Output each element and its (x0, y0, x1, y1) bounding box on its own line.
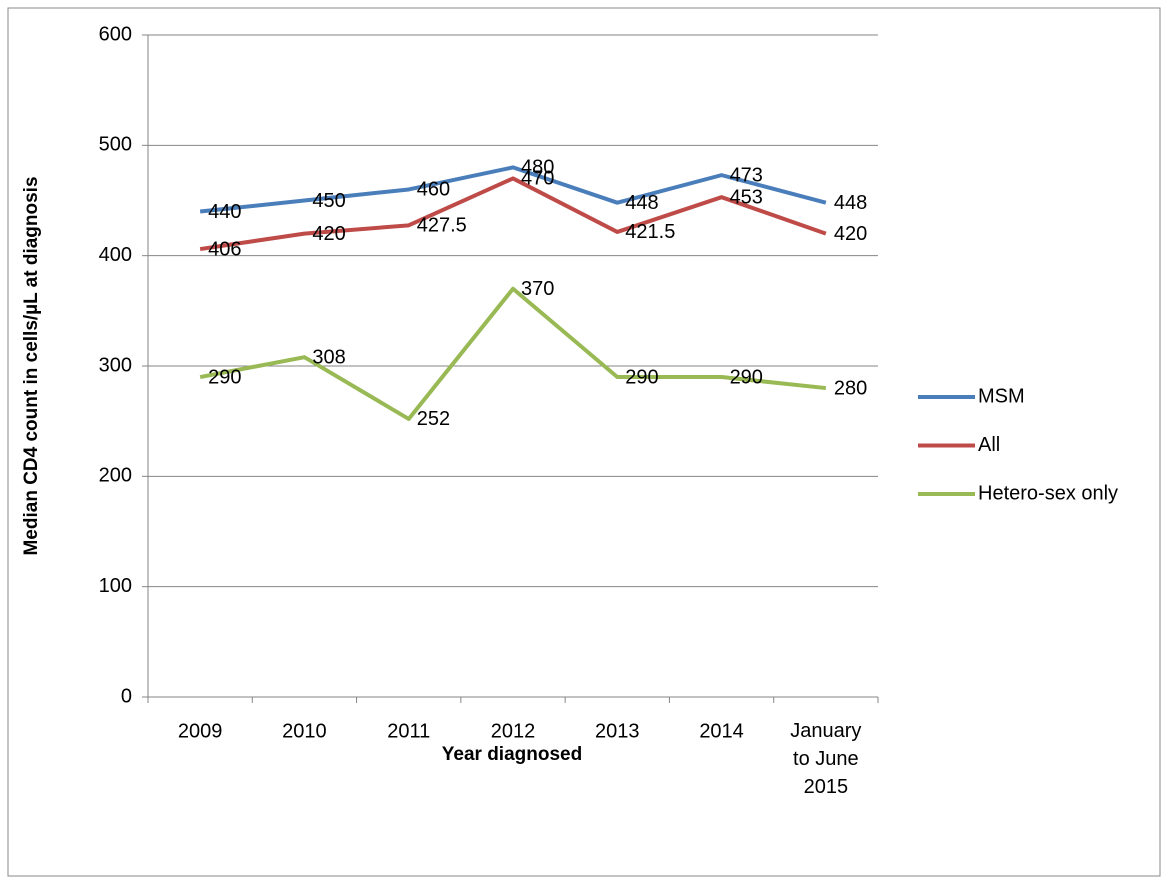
data-label: 290 (208, 366, 241, 388)
data-label: 480 (521, 157, 554, 179)
y-tick-label: 200 (99, 465, 132, 487)
y-tick-label: 600 (99, 23, 132, 45)
y-tick-label: 0 (121, 685, 132, 707)
data-label: 280 (834, 377, 867, 399)
data-label: 448 (625, 192, 658, 214)
data-label: 252 (417, 408, 450, 430)
series-line (199, 286, 827, 421)
data-label: 420 (312, 223, 345, 245)
y-tick-label: 100 (99, 575, 132, 597)
legend-label: All (978, 434, 1000, 456)
chart-border (7, 7, 1161, 877)
x-tick-label: 2014 (699, 720, 744, 742)
x-tick-label: 2010 (282, 720, 327, 742)
data-label: 450 (312, 190, 345, 212)
data-label: 460 (417, 179, 450, 201)
legend-label: MSM (978, 385, 1025, 407)
x-tick-label: 2013 (595, 720, 640, 742)
y-tick-label: 500 (99, 134, 132, 156)
data-label: 290 (730, 366, 763, 388)
data-label: 290 (625, 366, 658, 388)
x-tick-label: January to June 2015 (790, 720, 861, 798)
data-label: 421.5 (625, 221, 675, 243)
data-label: 440 (208, 201, 241, 223)
data-label: 453 (730, 186, 763, 208)
y-tick-label: 400 (99, 244, 132, 266)
data-label: 448 (834, 192, 867, 214)
series-line (199, 176, 827, 252)
x-axis-title: Year diagnosed (442, 744, 582, 765)
data-label: 473 (730, 164, 763, 186)
x-tick-label: 2009 (178, 720, 223, 742)
data-label: 470 (521, 168, 554, 190)
y-axis-title: Median CD4 count in cells/µL at diagnosi… (21, 176, 42, 555)
data-label: 406 (208, 238, 241, 260)
x-tick-label: 2012 (491, 720, 536, 742)
legend-label: Hetero-sex only (978, 482, 1118, 504)
series-line (199, 165, 827, 214)
data-label: 427.5 (417, 215, 467, 237)
data-label: 370 (521, 278, 554, 300)
y-tick-label: 300 (99, 354, 132, 376)
x-tick-label: 2011 (387, 720, 430, 742)
data-label: 420 (834, 223, 867, 245)
data-label: 308 (312, 346, 345, 368)
